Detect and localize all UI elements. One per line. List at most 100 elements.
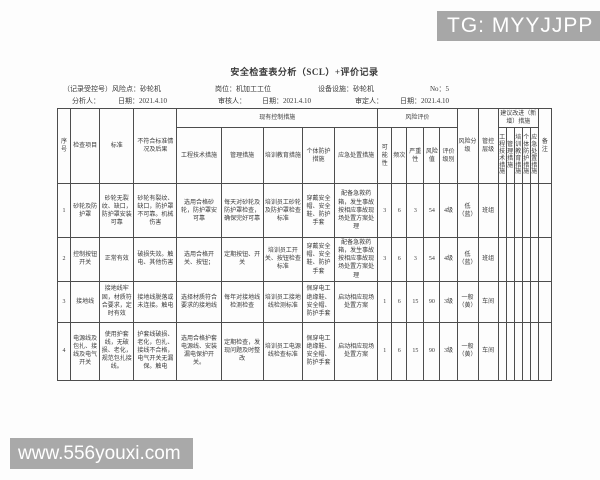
table-cell: 每天对砂轮及防护罩检查，确保完好可靠: [220, 183, 264, 239]
table-cell: 3: [377, 183, 393, 239]
table-cell: 培训员工砂轮及防护罩检查标准: [262, 183, 303, 239]
table-cell: 6: [391, 321, 408, 381]
col-header-emergency: 应急处置措施: [333, 127, 379, 185]
col-header-management: 管理措施: [220, 127, 264, 185]
table-cell: [521, 321, 531, 381]
col-header-standard: 标准: [99, 107, 135, 185]
col-header-suggest-emergency: 应急处置措施: [529, 127, 539, 185]
table-cell: [497, 280, 507, 323]
table-cell: [497, 183, 507, 239]
table-cell: 佩穿电工绝缘鞋、安全帽、防护手套: [301, 280, 336, 323]
table-cell: 选用合格开关、按钮；: [176, 237, 222, 282]
table-cell: [529, 237, 539, 282]
table-cell: 90: [423, 321, 441, 381]
table-cell: 一般（黄）: [456, 280, 479, 323]
col-header-engineering: 工程技术措施: [176, 127, 222, 185]
table-cell: 启动相应现场处置方案: [333, 280, 379, 323]
table-cell: 每年对接地线检测检查: [220, 280, 264, 323]
table-cell: 破损失效。触电、其他伤害: [133, 237, 178, 282]
table-cell: 使用护套线，无破损、老化，规范包扎接线。: [99, 321, 135, 381]
page-title: 安全检查表分析（SCL）+评价记录: [230, 67, 379, 77]
table-cell: [497, 321, 507, 381]
col-header-risk-grade: 风险分级: [456, 107, 479, 185]
group-header-risk-eval: 风险评价: [377, 107, 458, 129]
col-header-ppe: 个体防护措施: [301, 127, 336, 185]
table-cell: 接地线牢固，材质符合要求，定时有效: [99, 280, 135, 323]
table-cell: 电源线及包扎、接线及电气开关: [70, 321, 101, 381]
table-cell: 车间: [477, 321, 499, 381]
meta-approver-date: 日期：2021.4.10: [400, 97, 449, 105]
table-cell: 3: [406, 183, 425, 239]
tg-watermark-banner: TG: MYYJJPP: [437, 11, 600, 41]
col-header-seq: 序号: [56, 107, 72, 185]
meta-analyst-date: 日期：2021.4.10: [118, 97, 167, 105]
col-header-possibility: 可能性: [377, 127, 393, 185]
table-cell: [537, 183, 553, 239]
meta-equipment: 设备设施：砂轮机: [318, 85, 374, 93]
table-cell: 护套线破损、老化，包扎、接线不合格，电气开关无漏保。触电: [133, 321, 178, 381]
table-cell: 低（蓝）: [456, 183, 479, 239]
table-cell: 定期按钮、开关: [220, 237, 264, 282]
table-cell: [513, 237, 523, 282]
table-cell: 配备急救药箱，发生事故按相应事故现场处置方案处理: [333, 237, 379, 282]
table-row: 3 接地线 接地线牢固，材质符合要求，定时有效 接地线脱落或未连接。触电 选择材质符合要…: [56, 280, 553, 323]
table-cell: 砂轮有裂纹、缺口，防护罩不可靠。机械伤害: [133, 183, 178, 239]
table-cell: 班组: [477, 237, 499, 282]
table-cell: 控制按钮开关: [70, 237, 101, 282]
table-cell: 3: [56, 280, 72, 323]
table-cell: 一般（黄）: [456, 321, 479, 381]
col-header-item: 检查项目: [70, 107, 101, 185]
table-cell: [505, 237, 515, 282]
meta-reviewer: 审核人：: [218, 97, 246, 105]
meta-approver: 审定人：: [355, 97, 383, 105]
table-cell: [521, 280, 531, 323]
col-header-eval-level: 评价级别: [439, 127, 458, 185]
table-cell: 1: [56, 183, 72, 239]
table-cell: 4级: [439, 237, 458, 282]
table-cell: 砂轮及防护罩: [70, 183, 101, 239]
table-cell: 选择材质符合要求的接地线: [176, 280, 222, 323]
table-cell: [505, 280, 515, 323]
group-header-existing-controls: 现有控制措施: [176, 107, 379, 129]
table-cell: 54: [423, 237, 441, 282]
table-cell: 定期检查，发现问题及时整改: [220, 321, 264, 381]
table-cell: [537, 321, 553, 381]
meta-reviewer-date: 日期：2021.4.10: [262, 97, 311, 105]
table-cell: [497, 237, 507, 282]
table-cell: [537, 280, 553, 323]
table-cell: [529, 183, 539, 239]
table-cell: 3: [406, 237, 425, 282]
table-cell: 培训员工电源线检查标准: [262, 321, 303, 381]
table-cell: [513, 321, 523, 381]
table-header: 序号 检查项目 标准 不符合标准情况及后果 现有控制措施 风险评价 风险分级 管…: [56, 107, 553, 185]
col-header-suggest-ppe: 个体防护措施: [521, 127, 531, 185]
table-cell: 佩穿电工绝缘鞋、安全帽、防护手套: [301, 321, 336, 381]
table-cell: 54: [423, 183, 441, 239]
col-header-suggest-management: 管理措施: [505, 127, 515, 185]
table-cell: 班组: [477, 183, 499, 239]
table-row: 4 电源线及包扎、接线及电气开关 使用护套线，无破损、老化，规范包扎接线。 护套线破损…: [56, 321, 553, 381]
col-header-severity: 严重性: [406, 127, 425, 185]
col-header-remark: 备注: [537, 107, 553, 185]
col-header-frequency: 频次: [391, 127, 408, 185]
col-header-suggest-training: 培训教育措施: [513, 127, 523, 185]
table-cell: 培训员工接地线检测标准: [262, 280, 303, 323]
table-cell: 6: [391, 183, 408, 239]
table-cell: 砂轮无裂纹、缺口，防护罩安装可靠: [99, 183, 135, 239]
table-cell: 15: [406, 321, 425, 381]
table-cell: 15: [406, 280, 425, 323]
table-cell: 配备急救药箱，发生事故按相应事故现场处置方案处理: [333, 183, 379, 239]
table-cell: 培训员工开关、按钮检查标准: [262, 237, 303, 282]
table-cell: 3级: [439, 280, 458, 323]
table-cell: [513, 183, 523, 239]
table-cell: [529, 321, 539, 381]
table-cell: 穿戴安全帽、安全鞋、防护手套: [301, 183, 336, 239]
table-row: 1 砂轮及防护罩 砂轮无裂纹、缺口，防护罩安装可靠 砂轮有裂纹、缺口，防护罩不可靠。机…: [56, 183, 553, 239]
site-watermark: www.556youxi.com: [10, 438, 193, 469]
table-body: 1 砂轮及防护罩 砂轮无裂纹、缺口，防护罩安装可靠 砂轮有裂纹、缺口，防护罩不可靠。机…: [56, 183, 553, 381]
table-cell: 接地线脱落或未连接。触电: [133, 280, 178, 323]
checklist-table-wrap: 序号 检查项目 标准 不符合标准情况及后果 现有控制措施 风险评价 风险分级 管…: [56, 107, 553, 381]
meta-no: No：5: [430, 85, 450, 93]
meta-row-1: （记录受控号）风险点：砂轮机 岗位：机加工工位 设备设施：砂轮机 No：5: [0, 84, 600, 95]
